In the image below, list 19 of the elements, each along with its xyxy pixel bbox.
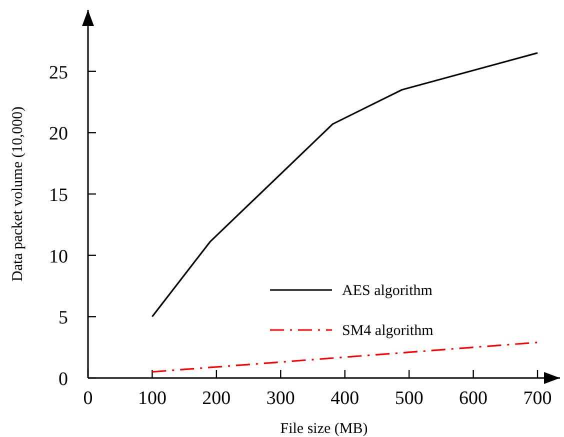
x-tick-label: 400 <box>330 388 360 409</box>
y-tick-label: 5 <box>58 308 68 329</box>
line-series <box>151 52 538 318</box>
y-tick-label: 20 <box>49 124 68 145</box>
x-tick-label: 200 <box>202 388 231 409</box>
legend-label: SM4 algorithm <box>342 323 434 339</box>
x-axis-title: File size (MB) <box>280 421 368 437</box>
x-tick-label: 600 <box>459 388 488 409</box>
y-tick-label: 15 <box>49 185 68 206</box>
x-tick-label: 500 <box>394 388 424 409</box>
x-tick-label: 700 <box>523 388 552 409</box>
legend-label: AES algorithm <box>342 283 433 299</box>
x-tick-label: 300 <box>266 388 295 409</box>
y-tick-label: 0 <box>58 369 68 390</box>
y-tick-label: 10 <box>49 246 68 268</box>
x-tick-label: 100 <box>138 388 166 409</box>
x-tick-label: 0 <box>83 388 93 409</box>
y-tick-label: 25 <box>49 62 68 84</box>
y-axis-title: Data packet volume (10,000) <box>10 106 26 282</box>
